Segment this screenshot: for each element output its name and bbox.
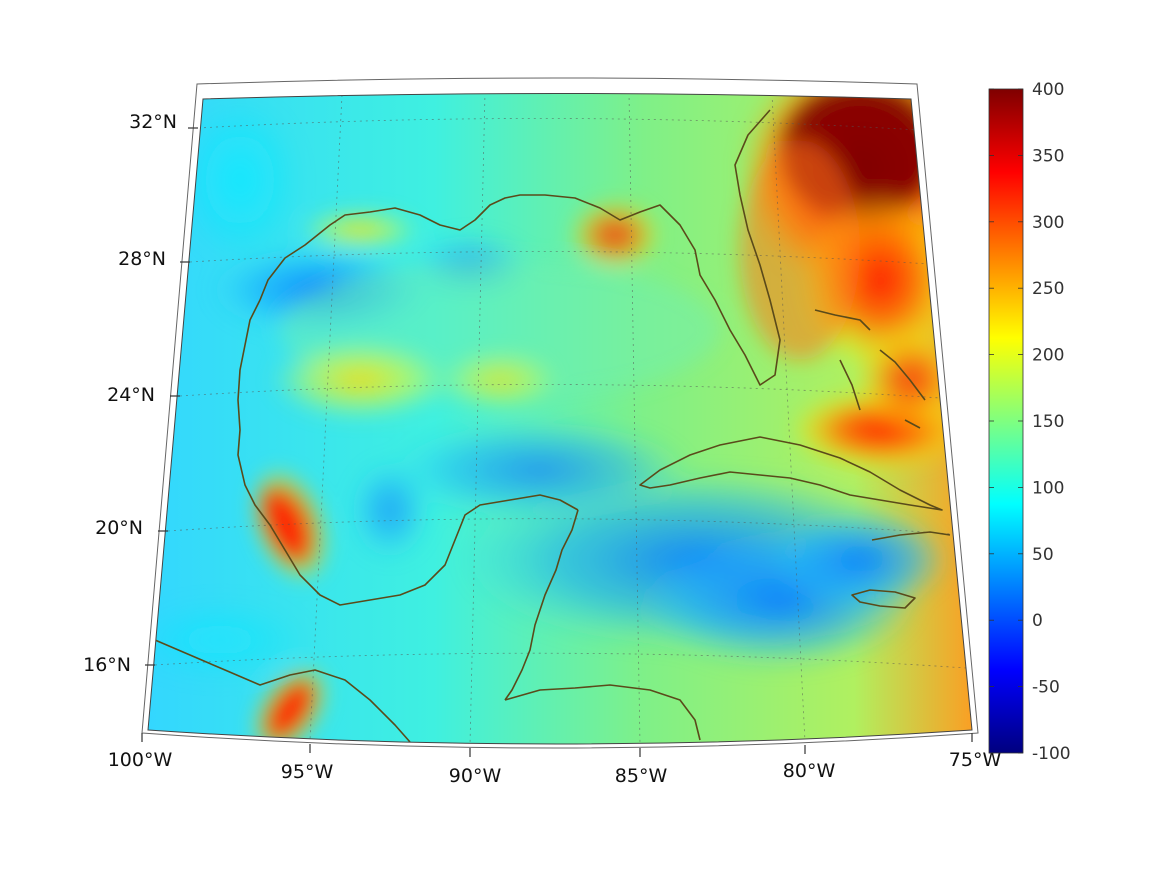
map-frame [147, 93, 973, 745]
lon-label-85w: 85°W [615, 765, 668, 787]
lon-label-90w: 90°W [449, 765, 502, 787]
coastlines [154, 109, 951, 743]
colorbar: 400 350 300 250 200 150 100 50 0 -50 -100 [988, 80, 1071, 764]
tick-marks [141, 127, 973, 757]
colorbar-tick-label: 50 [1032, 545, 1054, 565]
gridlines [154, 93, 967, 744]
colorbar-tick-label: 0 [1032, 611, 1043, 631]
lat-label-32n: 32°N [129, 111, 177, 133]
lon-label-95w: 95°W [281, 761, 334, 783]
map-frame-outer [141, 77, 979, 749]
lon-label-100w: 100°W [108, 749, 173, 771]
lon-label-80w: 80°W [783, 760, 836, 782]
colorbar-tick-label: 100 [1032, 478, 1064, 498]
colorbar-tick-label: 250 [1032, 279, 1064, 299]
colorbar-tick-label: 150 [1032, 412, 1064, 432]
lon-label-75w: 75°W [949, 749, 1002, 771]
data-field [148, 93, 972, 744]
colorbar-gradient [988, 88, 1024, 754]
colorbar-tick-label: 200 [1032, 346, 1064, 366]
colorbar-tick-label: -100 [1032, 744, 1071, 764]
colorbar-tick-label: 400 [1032, 80, 1064, 100]
latitude-labels: 16°N 20°N 24°N 28°N 32°N [83, 111, 177, 676]
colorbar-tick-label: 300 [1032, 213, 1064, 233]
colorbar-ticks: 400 350 300 250 200 150 100 50 0 -50 -100 [989, 80, 1071, 764]
lat-label-24n: 24°N [107, 384, 155, 406]
lat-label-20n: 20°N [95, 517, 143, 539]
lat-label-16n: 16°N [83, 654, 131, 676]
lat-label-28n: 28°N [118, 248, 166, 270]
colorbar-tick-label: 350 [1032, 146, 1064, 166]
longitude-labels: 100°W 95°W 90°W 85°W 80°W 75°W [108, 749, 1002, 787]
colorbar-tick-label: -50 [1032, 678, 1060, 698]
